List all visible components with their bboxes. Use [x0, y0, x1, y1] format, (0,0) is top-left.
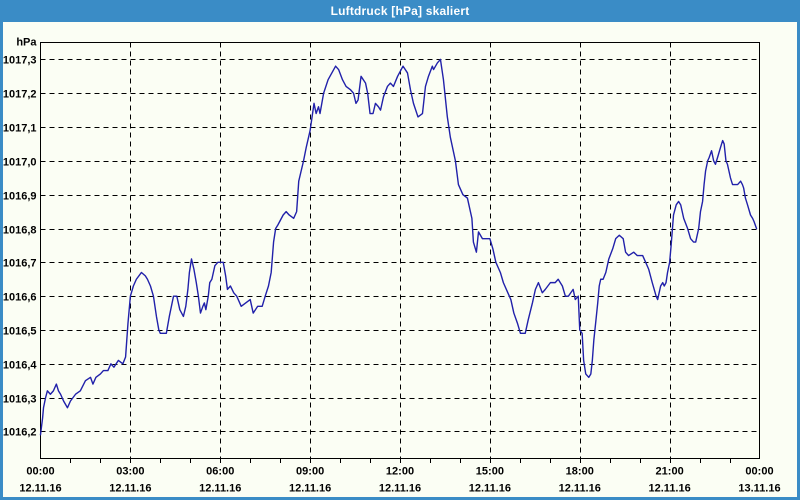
x-tick-date-label: 12.11.16 [559, 483, 601, 495]
gridlines [40, 42, 760, 459]
y-tick-label: 1016,2 [3, 427, 37, 439]
x-tick-date-label: 12.11.16 [19, 483, 61, 495]
y-tick-label: 1017,3 [3, 55, 37, 67]
y-axis-title: hPa [16, 37, 37, 49]
y-tick-label: 1017,2 [3, 89, 37, 101]
pressure-series-line [39, 58, 758, 436]
x-tick-time-label: 03:00 [116, 466, 144, 478]
y-tick-label: 1017,1 [3, 123, 37, 135]
x-tick-time-label: 06:00 [206, 466, 234, 478]
x-tick-time-label: 00:00 [26, 466, 54, 478]
x-tick-time-label: 09:00 [296, 466, 324, 478]
y-tick-label: 1016,5 [3, 326, 37, 338]
x-tick-time-label: 21:00 [656, 466, 684, 478]
x-tick-date-label: 12.11.16 [289, 483, 331, 495]
y-tick-label: 1016,8 [3, 225, 37, 237]
axis-labels: 1016,2 1016,3 1016,4 1016,5 1016,6 1016,7 1016… [3, 37, 781, 495]
x-tick-date-label: 12.11.16 [649, 483, 691, 495]
y-tick-label: 1017,0 [3, 157, 37, 169]
x-tick-date-label: 12.11.16 [109, 483, 151, 495]
y-tick-label: 1016,9 [3, 191, 37, 203]
y-tick-label: 1016,7 [3, 258, 37, 270]
x-tick-date-label: 13.11.16 [738, 483, 780, 495]
x-tick-date-label: 12.11.16 [379, 483, 421, 495]
axes [40, 42, 760, 463]
x-tick-time-label: 15:00 [476, 466, 504, 478]
y-tick-label: 1016,3 [3, 394, 37, 406]
y-tick-label: 1016,4 [3, 360, 38, 372]
x-tick-date-label: 12.11.16 [199, 483, 241, 495]
window-title: Luftdruck [hPa] skaliert [330, 4, 470, 18]
x-tick-date-label: 12.11.16 [469, 483, 511, 495]
x-tick-time-label: 12:00 [386, 466, 414, 478]
x-tick-time-label: 00:00 [745, 466, 773, 478]
y-tick-label: 1016,6 [3, 292, 37, 304]
window-titlebar[interactable]: Luftdruck [hPa] skaliert [3, 3, 797, 22]
x-tick-time-label: 18:00 [566, 466, 594, 478]
